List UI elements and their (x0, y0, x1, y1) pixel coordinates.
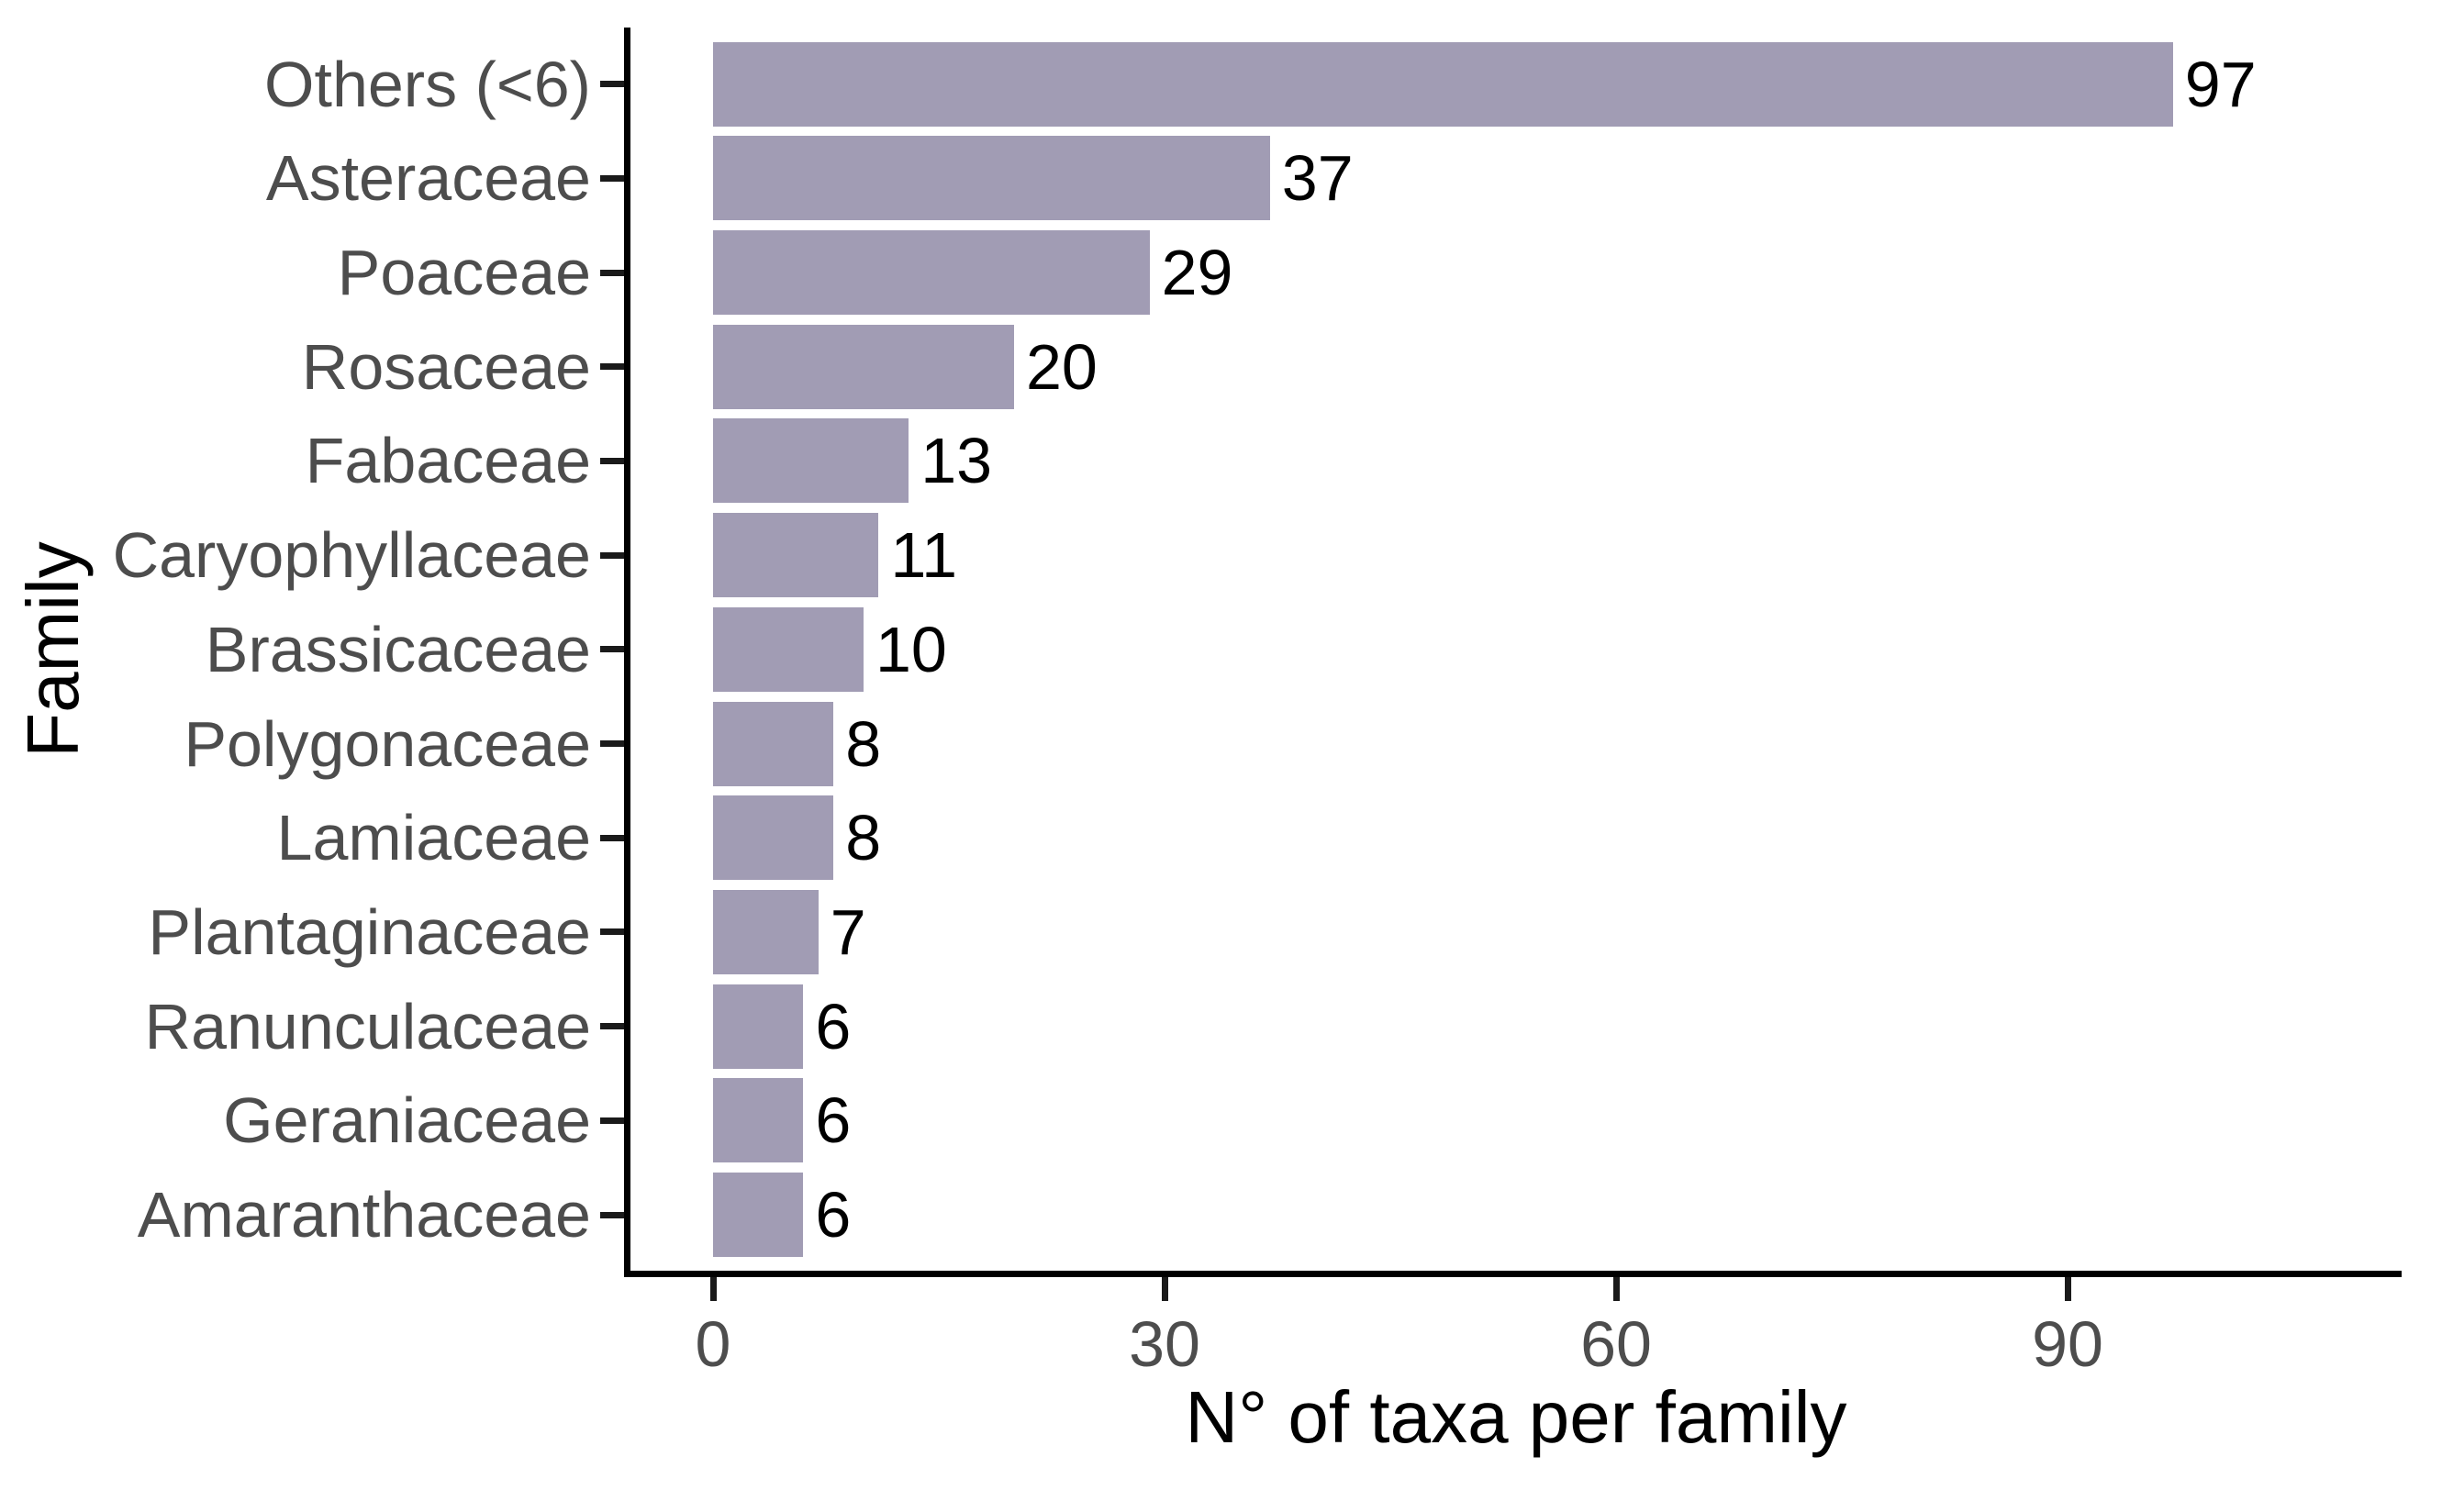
x-axis-tick-label: 90 (2032, 1308, 2103, 1380)
y-axis-tick-label: Others (<6) (264, 48, 591, 120)
bar-value-label: 6 (815, 1179, 852, 1251)
y-axis-tick-label: Ranunculaceae (144, 990, 591, 1062)
bar-value-label: 8 (845, 802, 882, 874)
y-axis-tick-label: Fabaceae (305, 425, 591, 497)
bar (713, 606, 864, 692)
bar-value-label: 13 (920, 425, 993, 497)
x-axis-tick (1612, 1277, 1620, 1301)
bar (713, 513, 879, 598)
x-axis-tick (709, 1277, 717, 1301)
y-axis-tick-label: Poaceae (337, 237, 591, 309)
bar-value-label: 11 (890, 519, 958, 592)
bar-value-label: 97 (2184, 48, 2257, 120)
bar-value-label: 6 (815, 1084, 852, 1157)
bar-value-label: 29 (1161, 237, 1233, 309)
bar (713, 418, 909, 504)
y-axis-tick (600, 646, 624, 653)
y-axis-tick-label: Plantaginaceae (148, 895, 591, 968)
x-axis-tick-label: 30 (1129, 1308, 1200, 1380)
x-axis-tick (1161, 1277, 1168, 1301)
bar (713, 701, 834, 786)
bar (713, 1173, 804, 1258)
y-axis-tick-label: Lamiaceae (276, 802, 591, 874)
y-axis-tick (600, 1117, 624, 1124)
bar (713, 1078, 804, 1163)
bar (713, 136, 1270, 221)
y-axis-tick-label: Brassicaceae (205, 613, 591, 685)
bar-value-label: 20 (1026, 330, 1098, 403)
y-axis-tick (600, 1211, 624, 1218)
bar (713, 889, 819, 974)
y-axis-tick-label: Polygonaceae (184, 707, 591, 780)
bar-value-label: 7 (830, 895, 866, 968)
x-axis-tick-label: 0 (695, 1308, 731, 1380)
bar-value-label: 8 (845, 707, 882, 780)
bar (713, 324, 1014, 409)
y-axis-tick-label: Geraniaceae (223, 1084, 591, 1157)
y-axis-tick (600, 363, 624, 371)
y-axis-tick (600, 834, 624, 841)
y-axis-tick (600, 174, 624, 182)
y-axis-tick-label: Asteraceae (265, 142, 591, 215)
bar-value-label: 10 (875, 613, 947, 685)
x-axis-title: N° of taxa per family (1185, 1376, 1847, 1458)
y-axis-tick-label: Amaranthaceae (137, 1179, 591, 1251)
y-axis-tick (600, 457, 624, 464)
y-axis-tick (600, 928, 624, 936)
y-axis-tick (600, 269, 624, 276)
y-axis-tick-label: Rosaceae (301, 330, 591, 403)
bar (713, 41, 2173, 127)
bar (713, 795, 834, 881)
x-axis-tick (2064, 1277, 2071, 1301)
bar (713, 230, 1150, 316)
y-axis-tick (600, 81, 624, 88)
y-axis-tick-label: Caryophyllaceae (112, 519, 591, 592)
y-axis-tick (600, 551, 624, 559)
bar (713, 984, 804, 1069)
y-axis-line (624, 28, 630, 1277)
y-axis-tick (600, 1023, 624, 1030)
x-axis-line (624, 1271, 2402, 1277)
y-axis-tick (600, 740, 624, 748)
bar-value-label: 37 (1281, 142, 1354, 215)
bar-value-label: 6 (815, 990, 852, 1062)
x-axis-tick-label: 60 (1580, 1308, 1652, 1380)
